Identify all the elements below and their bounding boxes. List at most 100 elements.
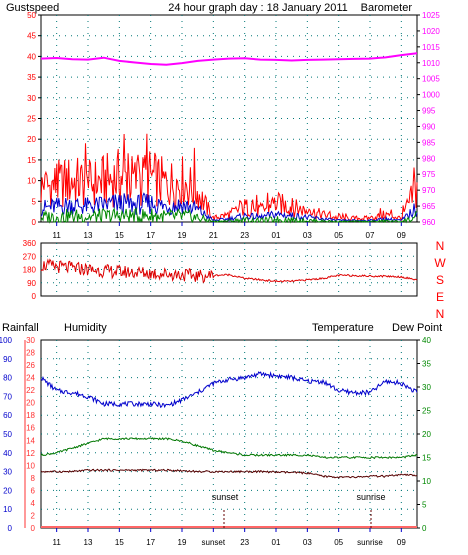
rain-tick-label: 14	[26, 436, 35, 445]
gust-tick-label: 35	[27, 73, 36, 82]
baro-tick-label: 985	[422, 138, 436, 147]
rain-tick-label: 6	[31, 486, 36, 495]
baro-tick-label: 970	[422, 186, 436, 195]
baro-tick-label: 1005	[422, 75, 440, 84]
gust-tick-label: 0	[32, 218, 37, 227]
x-tick-label: 17	[146, 538, 155, 547]
wind-low-line	[40, 207, 418, 224]
chart-title: 24 hour graph day : 18 January 2011	[168, 2, 348, 14]
baro-tick-label: 1015	[422, 43, 440, 52]
humidity-tick-label: 0	[8, 524, 13, 533]
baro-tick-label: 975	[422, 170, 436, 179]
x-tick-label: 13	[84, 231, 93, 240]
baro-tick-label: 1020	[422, 27, 440, 36]
rain-tick-label: 12	[26, 449, 35, 458]
x-tick-label: 11	[53, 231, 62, 240]
x-tick-label: 15	[115, 538, 124, 547]
temperature-series-line	[40, 436, 418, 460]
baro-tick-label: 980	[422, 154, 436, 163]
baro-tick-label: 990	[422, 122, 436, 131]
baro-tick-label: 1025	[422, 11, 440, 20]
axis-layer: 0510152025303540455096096597097598098599…	[0, 11, 446, 547]
gust-tick-label: 30	[27, 94, 36, 103]
compass-tick-label: S	[436, 273, 444, 287]
compass-tick-label: N	[436, 239, 445, 253]
humidity-tick-label: 70	[3, 392, 12, 401]
baro-tick-label: 960	[422, 218, 436, 227]
rain-tick-label: 20	[26, 399, 35, 408]
x-tick-label: sunrise	[357, 538, 383, 547]
x-tick-label: 09	[397, 538, 406, 547]
x-tick-label: 01	[272, 538, 281, 547]
gust-tick-label: 5	[32, 197, 37, 206]
x-tick-label: 07	[366, 231, 375, 240]
gust-tick-label: 40	[27, 52, 36, 61]
sunrise-annotation: sunrise	[356, 492, 385, 502]
x-tick-label: 19	[178, 231, 187, 240]
x-tick-label: 17	[146, 231, 155, 240]
wind-average-line	[40, 192, 418, 223]
humidity-tick-label: 20	[3, 486, 12, 495]
x-tick-label: 03	[303, 538, 312, 547]
wind-direction-line	[40, 258, 418, 284]
temp-tick-label: 40	[422, 336, 431, 345]
legend-dewpoint: Dew Point	[392, 322, 442, 334]
gustspeed-axis-title: Gustspeed	[6, 2, 59, 14]
rain-tick-label: 0	[31, 524, 36, 533]
x-tick-label: 15	[115, 231, 124, 240]
gust-tick-label: 20	[27, 135, 36, 144]
rain-tick-label: 24	[26, 374, 35, 383]
grid-layer	[41, 15, 417, 528]
baro-tick-label: 1010	[422, 59, 440, 68]
humidity-tick-label: 50	[3, 430, 12, 439]
gust-tick-label: 45	[27, 32, 36, 41]
temp-tick-label: 5	[422, 501, 427, 510]
rain-tick-label: 8	[31, 474, 36, 483]
gust-tick-label: 50	[27, 11, 36, 20]
baro-tick-label: 965	[422, 202, 436, 211]
x-tick-label: 23	[240, 538, 249, 547]
x-tick-label: 03	[303, 231, 312, 240]
compass-tick-label: N	[436, 307, 445, 321]
rain-tick-label: 26	[26, 361, 35, 370]
legend-humidity: Humidity	[64, 322, 107, 334]
rain-tick-label: 2	[31, 511, 36, 520]
gust-series-line	[40, 133, 418, 223]
rain-tick-label: 28	[26, 349, 35, 358]
humidity-tick-label: 80	[3, 374, 12, 383]
temp-tick-label: 20	[422, 430, 431, 439]
compass-tick-label: W	[434, 256, 446, 270]
direction-tick-label: 180	[23, 266, 37, 275]
humidity-tick-label: 40	[3, 449, 12, 458]
series-layer	[40, 52, 418, 528]
direction-tick-label: 360	[23, 239, 37, 248]
legend-rainfall: Rainfall	[2, 322, 39, 334]
humidity-tick-label: 60	[3, 411, 12, 420]
humidity-tick-label: 100	[0, 336, 13, 345]
x-tick-label: 19	[178, 538, 187, 547]
dewpoint-series-line	[40, 468, 418, 479]
rain-tick-label: 10	[26, 461, 35, 470]
x-tick-label: 05	[334, 231, 343, 240]
gust-tick-label: 10	[27, 177, 36, 186]
rain-tick-label: 30	[26, 336, 35, 345]
baro-tick-label: 995	[422, 107, 436, 116]
gust-tick-label: 15	[27, 156, 36, 165]
sunset-annotation: sunset	[212, 492, 239, 502]
direction-tick-label: 90	[27, 279, 36, 288]
humidity-series-line	[40, 371, 418, 409]
x-tick-label: 23	[240, 231, 249, 240]
direction-tick-label: 0	[32, 292, 37, 301]
temp-tick-label: 10	[422, 477, 431, 486]
x-tick-label: 21	[209, 231, 218, 240]
temp-tick-label: 30	[422, 383, 431, 392]
barometer-series-line	[40, 52, 418, 66]
x-tick-label: sunset	[202, 538, 226, 547]
direction-tick-label: 270	[23, 252, 37, 261]
barometer-axis-title: Barometer	[361, 2, 413, 14]
legend-temperature: Temperature	[312, 322, 374, 334]
temp-tick-label: 35	[422, 360, 431, 369]
x-tick-label: 05	[334, 538, 343, 547]
temp-tick-label: 25	[422, 407, 431, 416]
